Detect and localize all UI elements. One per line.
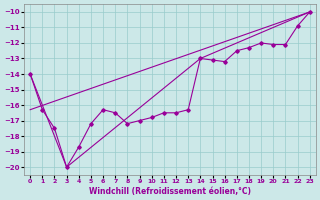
X-axis label: Windchill (Refroidissement éolien,°C): Windchill (Refroidissement éolien,°C) [89,187,251,196]
